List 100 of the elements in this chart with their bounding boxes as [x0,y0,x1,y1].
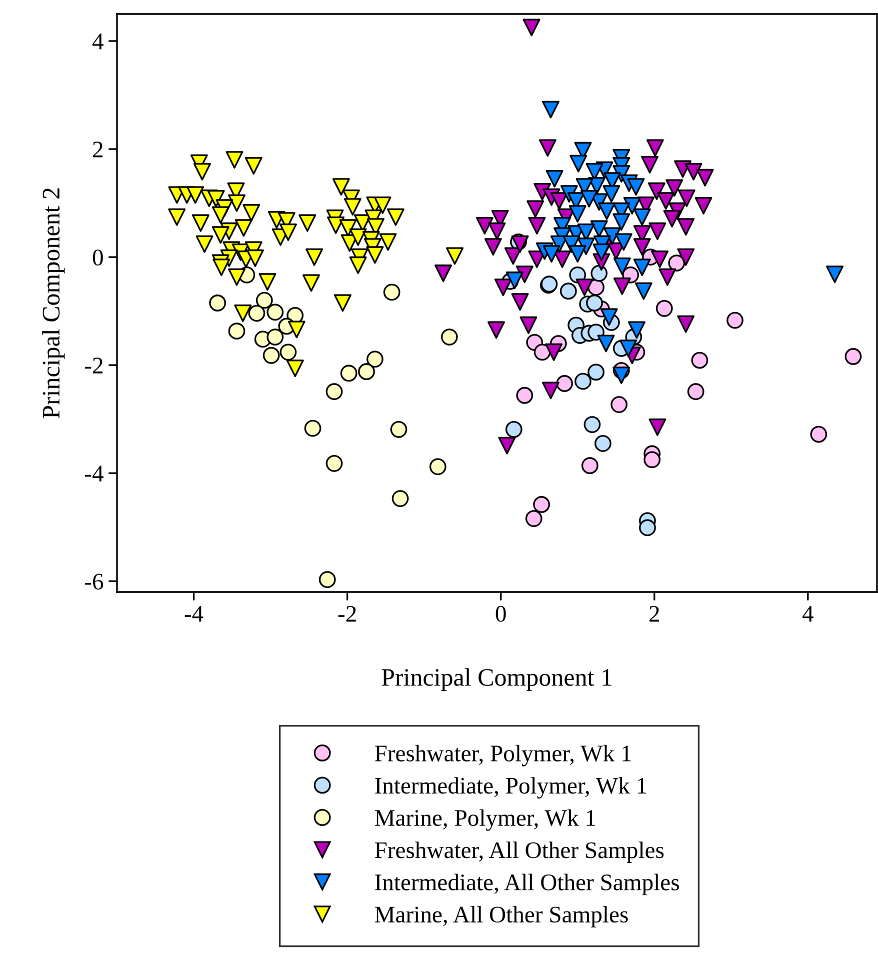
point [429,458,446,476]
point [256,292,273,309]
point [546,170,564,188]
point [504,247,522,265]
point [487,321,505,339]
y-tick-label: -4 [85,466,104,482]
point [687,383,704,400]
point [511,293,529,311]
point [534,344,551,361]
point [633,238,651,256]
y-tick-label: 2 [93,142,103,158]
point [696,168,714,186]
point [522,18,540,36]
point [613,258,631,276]
point [542,245,560,263]
point [584,416,601,433]
point [602,185,620,203]
point [568,245,586,263]
legend-label: Marine, All Other Samples [374,906,628,928]
point [592,243,610,261]
point [620,340,638,358]
legend-label: Intermediate, All Other Samples [375,874,679,896]
point [678,189,696,207]
point [318,571,336,588]
point [228,322,246,340]
y-axis-title: Principal Component 2 [42,188,65,418]
point [554,250,572,268]
point [614,233,632,251]
point [542,382,560,400]
point [520,316,538,334]
point [668,254,686,272]
point [623,197,641,215]
point [613,278,631,296]
point [538,139,556,157]
point [326,454,343,472]
point [677,248,695,266]
point [533,496,550,513]
y-tick-label: 4 [92,34,104,50]
point [576,278,594,296]
point [639,519,656,536]
point [590,264,608,282]
point [392,490,409,507]
x-tick-label: -2 [338,606,356,622]
y-tick-label: 0 [92,250,103,266]
x-tick-label: 0 [496,606,506,622]
point [516,386,534,404]
point [266,304,284,321]
point [663,210,681,228]
point [358,363,375,380]
point [366,350,384,368]
legend-label: Marine, Polymer, Wk 1 [374,809,596,831]
point [568,205,586,223]
point [440,328,458,346]
point [633,208,651,226]
point [248,304,266,322]
x-tick-label: -4 [184,606,204,622]
point [598,202,616,220]
point [326,383,343,400]
point [581,457,598,474]
point [677,218,695,236]
point [826,266,844,284]
point [634,282,652,300]
y-tick-label: -6 [85,574,104,590]
point [266,328,284,346]
point [644,451,661,468]
point [657,192,675,210]
point [597,334,615,352]
point [650,250,668,268]
point [570,154,588,172]
point [588,364,604,381]
point [476,217,494,235]
point [390,420,408,438]
point [646,139,664,157]
point [383,284,400,301]
point [484,238,502,256]
y-tick-label: -2 [85,358,103,374]
point [600,308,618,326]
point [633,258,651,276]
point [574,372,592,390]
point [586,294,603,312]
legend-label: Intermediate, Polymer, Wk 1 [375,777,646,799]
point [588,324,604,341]
x-tick-label: 4 [802,606,814,622]
point [545,343,563,361]
point [340,364,358,382]
point [542,100,560,118]
point [627,178,645,196]
point [810,426,828,443]
point [641,156,659,174]
x-tick-label: 2 [650,606,659,622]
point [648,182,666,200]
x-axis-title: Principal Component 1 [382,668,612,691]
point [726,312,744,329]
point [556,375,573,392]
point [648,222,666,240]
point [612,366,630,384]
point [580,190,598,208]
point [506,272,524,290]
point [526,200,544,218]
point [505,420,522,438]
